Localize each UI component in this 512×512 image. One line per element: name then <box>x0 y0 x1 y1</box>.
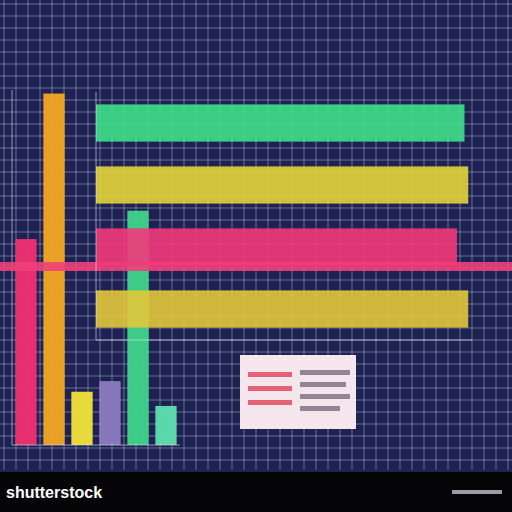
mesh-line <box>0 64 512 65</box>
card-line <box>300 382 346 387</box>
watermark: shutterstock <box>6 484 102 501</box>
bar <box>96 104 464 141</box>
card-line <box>248 400 292 405</box>
footer-mark <box>452 490 502 494</box>
canvas: shutterstock <box>0 0 512 512</box>
card-line <box>300 406 340 411</box>
mesh-line <box>0 100 512 101</box>
x-axis <box>96 340 472 341</box>
mesh-line <box>0 76 512 77</box>
card-box <box>240 355 356 429</box>
mesh-line <box>0 52 512 53</box>
bar <box>96 228 457 265</box>
card <box>240 355 356 429</box>
card-line <box>248 386 292 391</box>
mesh-line <box>0 28 512 29</box>
mesh-line <box>0 160 512 161</box>
footer-strip <box>0 472 512 512</box>
bar <box>71 392 92 445</box>
card-line <box>248 372 292 377</box>
mesh-line <box>0 280 512 281</box>
mesh-line <box>0 220 512 221</box>
plot-area <box>96 104 468 327</box>
bar <box>155 406 176 445</box>
mesh-line <box>0 352 512 353</box>
background <box>0 0 512 512</box>
bar <box>96 166 468 203</box>
mesh-line <box>0 40 512 41</box>
mesh-line <box>0 148 512 149</box>
mesh-line <box>0 328 512 329</box>
card-line <box>300 394 350 399</box>
mesh-line <box>0 208 512 209</box>
card-line <box>300 370 350 375</box>
mesh-line <box>0 88 512 89</box>
x-axis <box>12 445 180 446</box>
background-mesh <box>0 0 512 470</box>
bar <box>96 290 468 327</box>
mesh-line <box>0 340 512 341</box>
mesh-line <box>0 448 512 449</box>
mesh-line <box>0 460 512 461</box>
y-axis <box>96 92 97 340</box>
mesh-line <box>0 16 512 17</box>
bar <box>99 381 120 445</box>
mesh-line <box>0 4 512 5</box>
